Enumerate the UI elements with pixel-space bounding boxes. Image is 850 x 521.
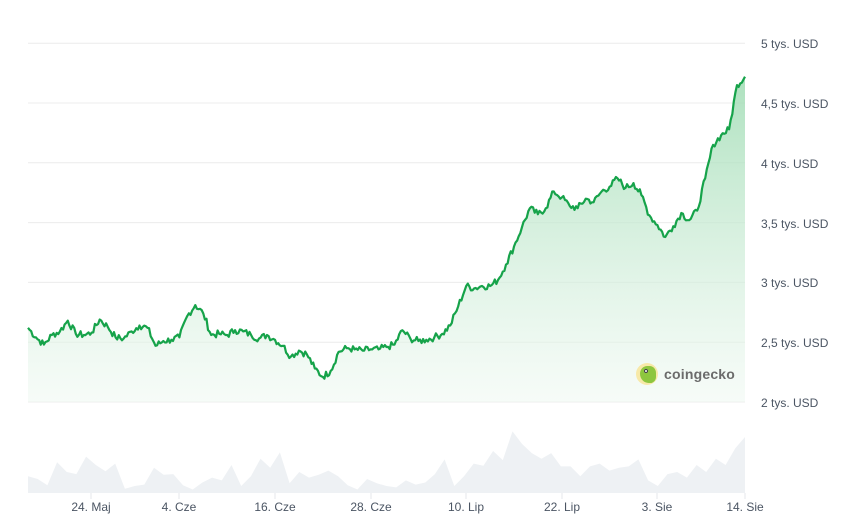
volume-series	[28, 431, 745, 493]
x-tick-label: 14. Sie	[726, 500, 764, 514]
x-tick-marks	[90, 493, 746, 499]
volume-area	[28, 431, 745, 493]
x-tick-label: 24. Maj	[71, 500, 111, 514]
y-tick-label: 4 tys. USD	[761, 156, 819, 171]
y-tick-label: 3,5 tys. USD	[761, 216, 829, 231]
price-area-fill	[28, 76, 745, 402]
x-tick-label: 10. Lip	[447, 500, 485, 514]
y-tick-label: 3 tys. USD	[761, 276, 819, 291]
y-tick-label: 5 tys. USD	[761, 37, 819, 52]
coingecko-gecko-logo-icon	[636, 363, 658, 385]
x-tick-label: 4. Cze	[161, 500, 197, 514]
price-line[interactable]	[27, 76, 746, 380]
x-tick-label: 3. Sie	[641, 500, 673, 514]
x-tick-label: 16. Cze	[254, 500, 296, 514]
watermark-text: coingecko	[664, 366, 736, 382]
x-tick-label: 22. Lip	[543, 500, 581, 514]
coingecko-watermark: coingecko	[636, 363, 735, 385]
x-tick-label: 28. Cze	[350, 500, 392, 514]
y-tick-label: 2 tys. USD	[761, 396, 819, 410]
y-tick-label: 2,5 tys. USD	[761, 336, 829, 351]
y-tick-label: 4,5 tys. USD	[761, 97, 829, 111]
